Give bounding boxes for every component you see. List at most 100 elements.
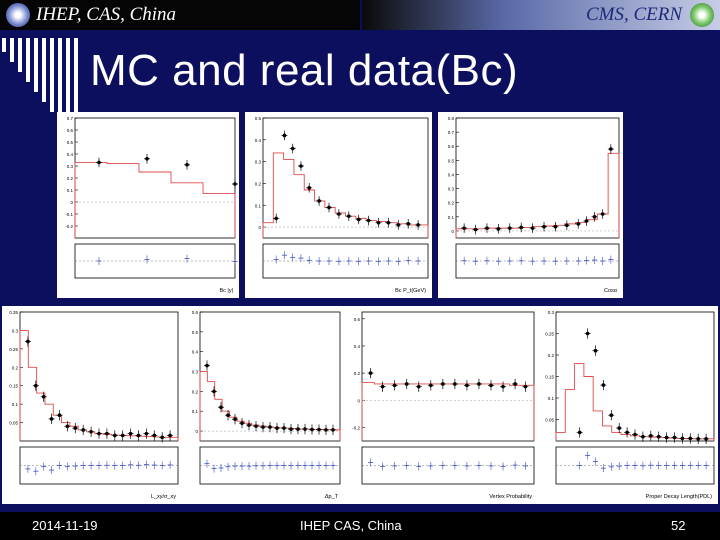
y-tick-label: 0.2 — [354, 371, 361, 376]
y-tick-label: 0.2 — [12, 365, 19, 370]
data-point — [641, 434, 645, 439]
data-point — [347, 214, 351, 218]
data-point — [593, 348, 598, 353]
data-point — [553, 224, 558, 229]
data-point — [530, 226, 535, 230]
footer-institution: IHEP CAS, China — [300, 518, 402, 533]
data-point — [152, 433, 157, 438]
y-tick-label: 0.35 — [9, 310, 18, 315]
data-point — [473, 227, 478, 232]
y-tick-label: -0.2 — [65, 224, 73, 229]
header-left-bar: IHEP, CAS, China — [0, 0, 360, 30]
data-point — [275, 426, 279, 430]
mc-histogram — [74, 161, 236, 238]
mc-histogram — [262, 152, 429, 238]
y-tick-label: 0.3 — [548, 310, 555, 315]
data-point — [136, 433, 141, 438]
data-point — [261, 425, 265, 429]
data-point — [233, 182, 237, 186]
data-point — [144, 431, 149, 436]
plot-bc-pt: 0.5 0.4 0.3 0.2 0.1 0 Bc P_t(GeV) — [255, 116, 429, 294]
y-tick-label: 0.05 — [9, 421, 18, 426]
plot-frame — [74, 117, 236, 239]
y-tick-label: 0.5 — [67, 140, 74, 145]
y-tick-label: 0.4 — [354, 344, 361, 349]
header-institution: IHEP, CAS, China — [36, 4, 177, 25]
data-point — [453, 382, 457, 386]
data-point — [299, 164, 303, 168]
x-axis-label: L_xy/σ_xy — [151, 494, 176, 500]
data-point — [128, 431, 133, 436]
y-tick-label: 0.3 — [67, 164, 74, 169]
data-point — [429, 383, 433, 388]
data-point — [282, 133, 287, 138]
plot-delta-pt: 0.6 0.5 0.4 0.3 0.2 0.1 0 Δp_T — [192, 310, 341, 500]
data-point — [233, 417, 237, 421]
plot-cos-alpha: 0.8 0.7 0.6 0.5 0.4 0.3 0.2 0.1 0 Cosα — [448, 116, 620, 294]
plot-bc-y: 0.7 0.6 0.5 0.4 0.3 0.2 0.1 0 -0.1 -0.2 Bc |y| — [65, 116, 238, 294]
data-point — [576, 222, 581, 226]
data-point — [331, 428, 335, 432]
y-tick-label: 0.7 — [67, 116, 74, 121]
x-axis-label: Δp_T — [325, 494, 339, 500]
y-tick-label: 0.4 — [448, 172, 455, 177]
data-point — [489, 383, 493, 388]
plot-panel-6: 0.6 0.4 0.2 0 -0.2 Vertex Probability — [344, 306, 538, 504]
data-point — [380, 384, 385, 389]
mc-histogram — [455, 152, 620, 238]
plot-panel-5: 0.6 0.5 0.4 0.3 0.2 0.1 0 Δp_T — [182, 306, 344, 504]
data-point — [34, 383, 38, 388]
x-axis-label: Cosα — [604, 288, 618, 294]
y-tick-label: 0.1 — [448, 215, 455, 220]
y-tick-label: 0.5 — [255, 116, 262, 121]
y-tick-label: 0.3 — [192, 370, 199, 375]
data-point — [609, 413, 614, 417]
data-point — [97, 160, 101, 165]
y-tick-label: 0.1 — [67, 188, 74, 193]
data-point — [680, 436, 685, 441]
y-tick-label: 0.4 — [192, 350, 199, 355]
data-point — [120, 433, 125, 438]
x-axis-label: Bc |y| — [219, 288, 233, 294]
data-point — [601, 383, 606, 387]
data-point — [289, 427, 293, 431]
data-point — [501, 384, 505, 389]
data-point — [240, 421, 244, 425]
data-point — [366, 218, 371, 223]
data-point — [105, 431, 109, 436]
data-point — [396, 223, 401, 227]
data-point — [57, 413, 62, 417]
data-point — [254, 424, 258, 428]
y-tick-label: 0.1 — [255, 203, 262, 208]
y-tick-label: -0.2 — [352, 425, 360, 430]
y-tick-label: 0.8 — [448, 116, 455, 121]
plot-vertex-prob: 0.6 0.4 0.2 0 -0.2 Vertex Probability — [352, 311, 535, 500]
y-tick-label: 0.25 — [545, 332, 554, 337]
data-point — [585, 331, 590, 336]
data-point — [65, 424, 70, 429]
data-point — [41, 394, 46, 399]
data-point — [296, 427, 300, 431]
data-point — [416, 223, 420, 227]
data-point — [168, 433, 172, 438]
y-tick-label: 0.4 — [67, 152, 74, 157]
y-tick-label: 0.15 — [9, 384, 18, 389]
data-point — [696, 437, 700, 441]
plot-panel-4: 0.35 0.3 0.25 0.2 0.15 0.1 0.05 L_xy/σ_xy — [2, 306, 182, 504]
data-point — [416, 384, 421, 389]
data-point — [324, 428, 328, 432]
y-tick-label: 0.05 — [545, 418, 554, 423]
y-tick-label: 0.6 — [67, 128, 74, 133]
data-point — [656, 434, 661, 439]
data-point — [81, 428, 85, 432]
data-point — [672, 435, 677, 440]
data-point — [113, 433, 117, 438]
y-tick-label: 0.2 — [255, 181, 262, 186]
x-axis-label: Proper Decay Length(PDL) — [646, 494, 713, 500]
data-point — [441, 382, 445, 386]
ihep-logo-icon — [6, 3, 30, 27]
y-tick-label: 0.2 — [548, 353, 555, 358]
data-point — [584, 219, 589, 223]
data-point — [185, 163, 189, 167]
data-point — [356, 217, 361, 222]
